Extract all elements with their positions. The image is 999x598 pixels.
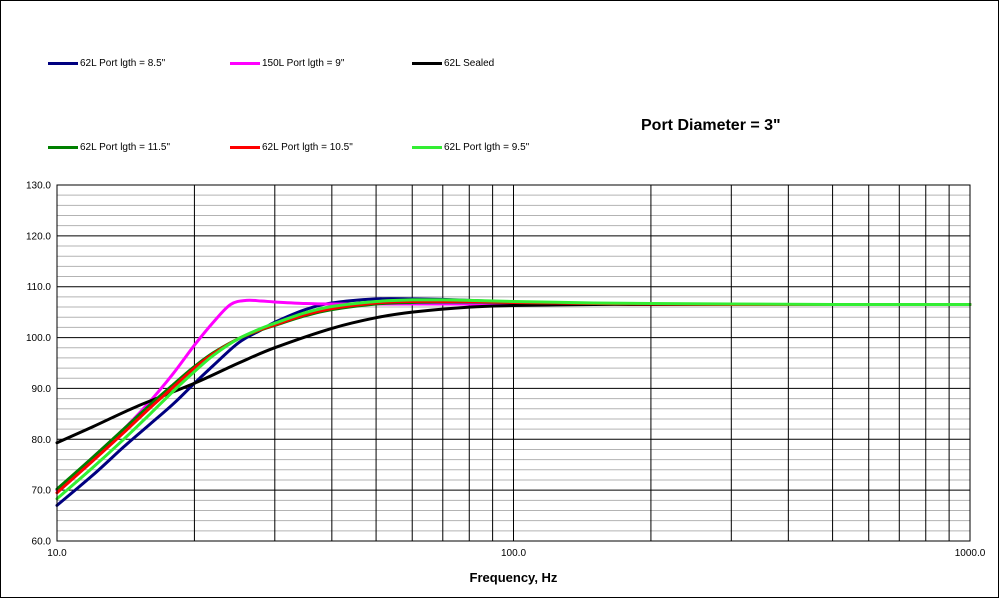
y-tick-label: 70.0: [32, 486, 52, 497]
legend-item-62l-9-5: 62L Port lgth = 9.5": [412, 142, 529, 153]
legend-swatch: [412, 62, 442, 65]
legend-item-62l-10-5: 62L Port lgth = 10.5": [230, 142, 353, 153]
y-tick-label: 120.0: [26, 231, 51, 242]
legend-swatch: [230, 62, 260, 65]
x-tick-label: 100.0: [501, 548, 526, 559]
x-tick-label: 1000.0: [955, 548, 986, 559]
x-tick-label: 10.0: [47, 548, 67, 559]
legend-label: 62L Port lgth = 10.5": [262, 142, 353, 153]
y-tick-label: 60.0: [32, 537, 52, 548]
legend-swatch: [230, 146, 260, 149]
series-line-5: [55, 298, 972, 501]
legend-label: 62L Sealed: [444, 58, 495, 69]
y-tick-label: 130.0: [26, 181, 51, 192]
legend-swatch: [412, 146, 442, 149]
legend-swatch: [48, 62, 78, 65]
legend-item-150l-9: 150L Port lgth = 9": [230, 58, 344, 69]
legend-item-62l-sealed: 62L Sealed: [412, 58, 494, 69]
legend-label: 62L Port lgth = 8.5": [80, 58, 166, 69]
legend-item-62l-11-5: 62L Port lgth = 11.5": [48, 142, 170, 153]
plot-border: [56, 184, 971, 542]
y-tick-label: 90.0: [32, 384, 52, 395]
legend-swatch: [48, 146, 78, 149]
legend-label: 62L Port lgth = 11.5": [80, 142, 170, 153]
legend-label: 62L Port lgth = 9.5": [444, 142, 530, 153]
legend-item-62l-8-5: 62L Port lgth = 8.5": [48, 58, 165, 69]
y-tick-label: 80.0: [32, 435, 52, 446]
x-axis-label: Frequency, Hz: [469, 570, 558, 585]
chart-annotation: Port Diameter = 3": [641, 117, 781, 134]
y-tick-label: 110.0: [27, 282, 52, 293]
legend-label: 150L Port lgth = 9": [262, 58, 345, 69]
y-tick-label: 100.0: [26, 333, 51, 344]
